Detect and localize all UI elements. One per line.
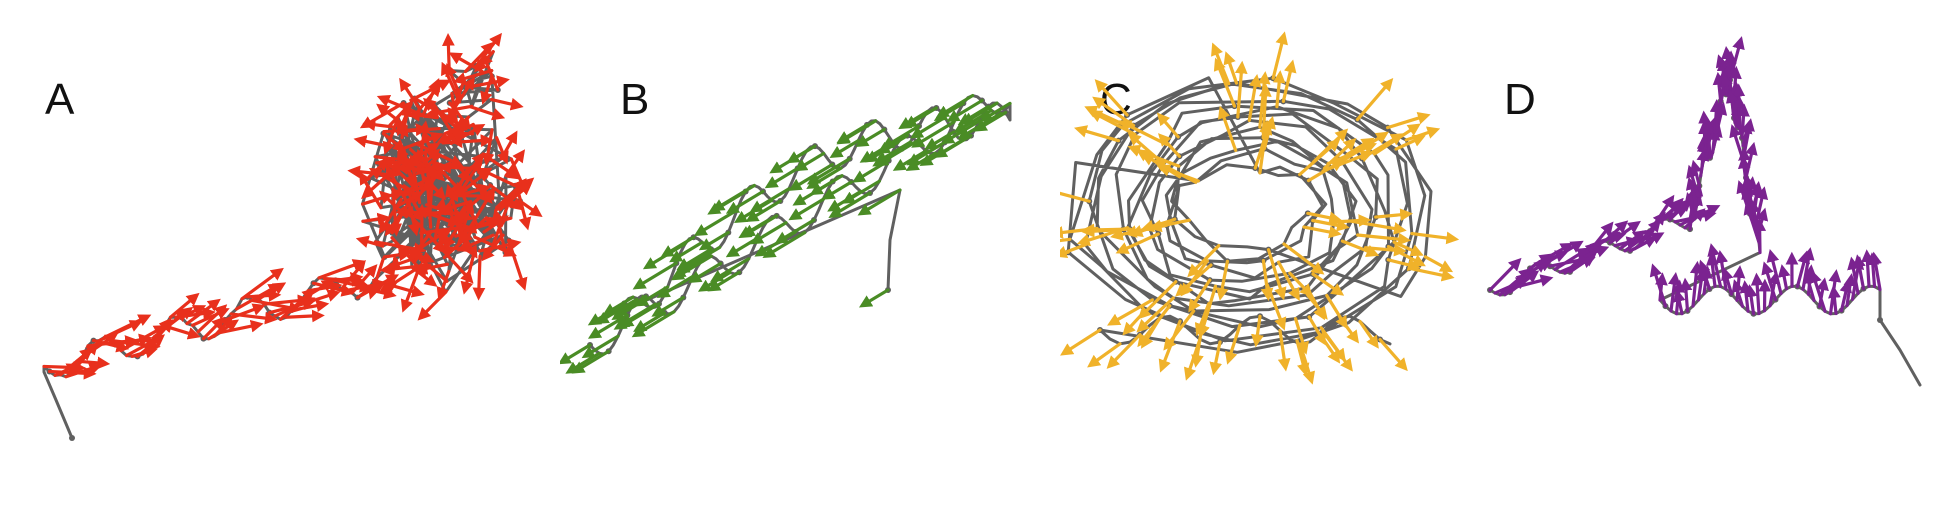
structure-b: [560, 0, 1060, 508]
vector-arrow: [1757, 278, 1759, 314]
vector-arrow: [1221, 261, 1228, 295]
vector-arrow: [451, 196, 484, 197]
vector-arrow: [1340, 318, 1356, 340]
vector-arrow: [1365, 248, 1401, 251]
vector-arrow: [1334, 220, 1366, 222]
structure-a: [0, 0, 560, 508]
vector-arrow: [1685, 283, 1687, 311]
vector-arrow: [1718, 77, 1720, 101]
vector-arrow: [421, 292, 446, 317]
vector-arrow: [1388, 116, 1426, 128]
vector-arrow: [863, 290, 888, 305]
vector-arrow: [1671, 277, 1675, 311]
vector-arrow: [1742, 109, 1744, 138]
vector-arrow: [1110, 335, 1140, 366]
vector-arrow: [492, 100, 519, 106]
vector-arrow: [1380, 340, 1404, 368]
vector-arrow: [1834, 290, 1836, 313]
vector-arrow: [1238, 66, 1242, 117]
vector-arrow: [359, 140, 388, 146]
backbone-node: [1877, 317, 1883, 323]
vector-arrow: [1162, 321, 1180, 368]
backbone-node: [69, 435, 75, 441]
vector-arrow: [509, 240, 524, 286]
vector-arrow: [576, 351, 609, 371]
vector-arrow: [1351, 221, 1401, 230]
structure-d: [1480, 0, 1942, 508]
vector-arrow: [286, 316, 320, 318]
vector-arrow: [1256, 316, 1260, 342]
vector-arrow: [1708, 126, 1710, 158]
vector-arrow: [1214, 342, 1220, 370]
structure-c: [1060, 0, 1480, 508]
vector-arrow: [372, 259, 384, 295]
panel-b: B: [560, 0, 1060, 508]
panel-d: D: [1480, 0, 1942, 508]
panel-a: A: [0, 0, 560, 508]
panel-c: C: [1060, 0, 1480, 508]
vector-arrow: [940, 96, 972, 116]
vector-arrow: [105, 317, 147, 337]
vector-arrow: [1358, 235, 1406, 240]
vector-arrow: [1064, 330, 1100, 353]
vector-arrow: [501, 135, 515, 159]
vector-arrow: [1273, 36, 1283, 78]
vector-arrow: [165, 326, 196, 335]
vector-arrow: [1269, 250, 1283, 296]
vector-arrow: [1858, 259, 1864, 288]
vector-arrow: [562, 345, 590, 362]
vector-arrow: [1867, 254, 1869, 286]
vector-arrow: [479, 256, 480, 295]
vector-arrow: [897, 151, 926, 168]
vector-arrow: [1412, 234, 1454, 239]
vector-arrow: [448, 38, 449, 70]
vector-arrow: [1425, 257, 1448, 270]
vector-arrow: [1783, 269, 1787, 289]
vector-arrow: [1357, 82, 1389, 120]
vector-arrow: [1214, 47, 1229, 83]
vector-arrow: [1750, 289, 1753, 314]
